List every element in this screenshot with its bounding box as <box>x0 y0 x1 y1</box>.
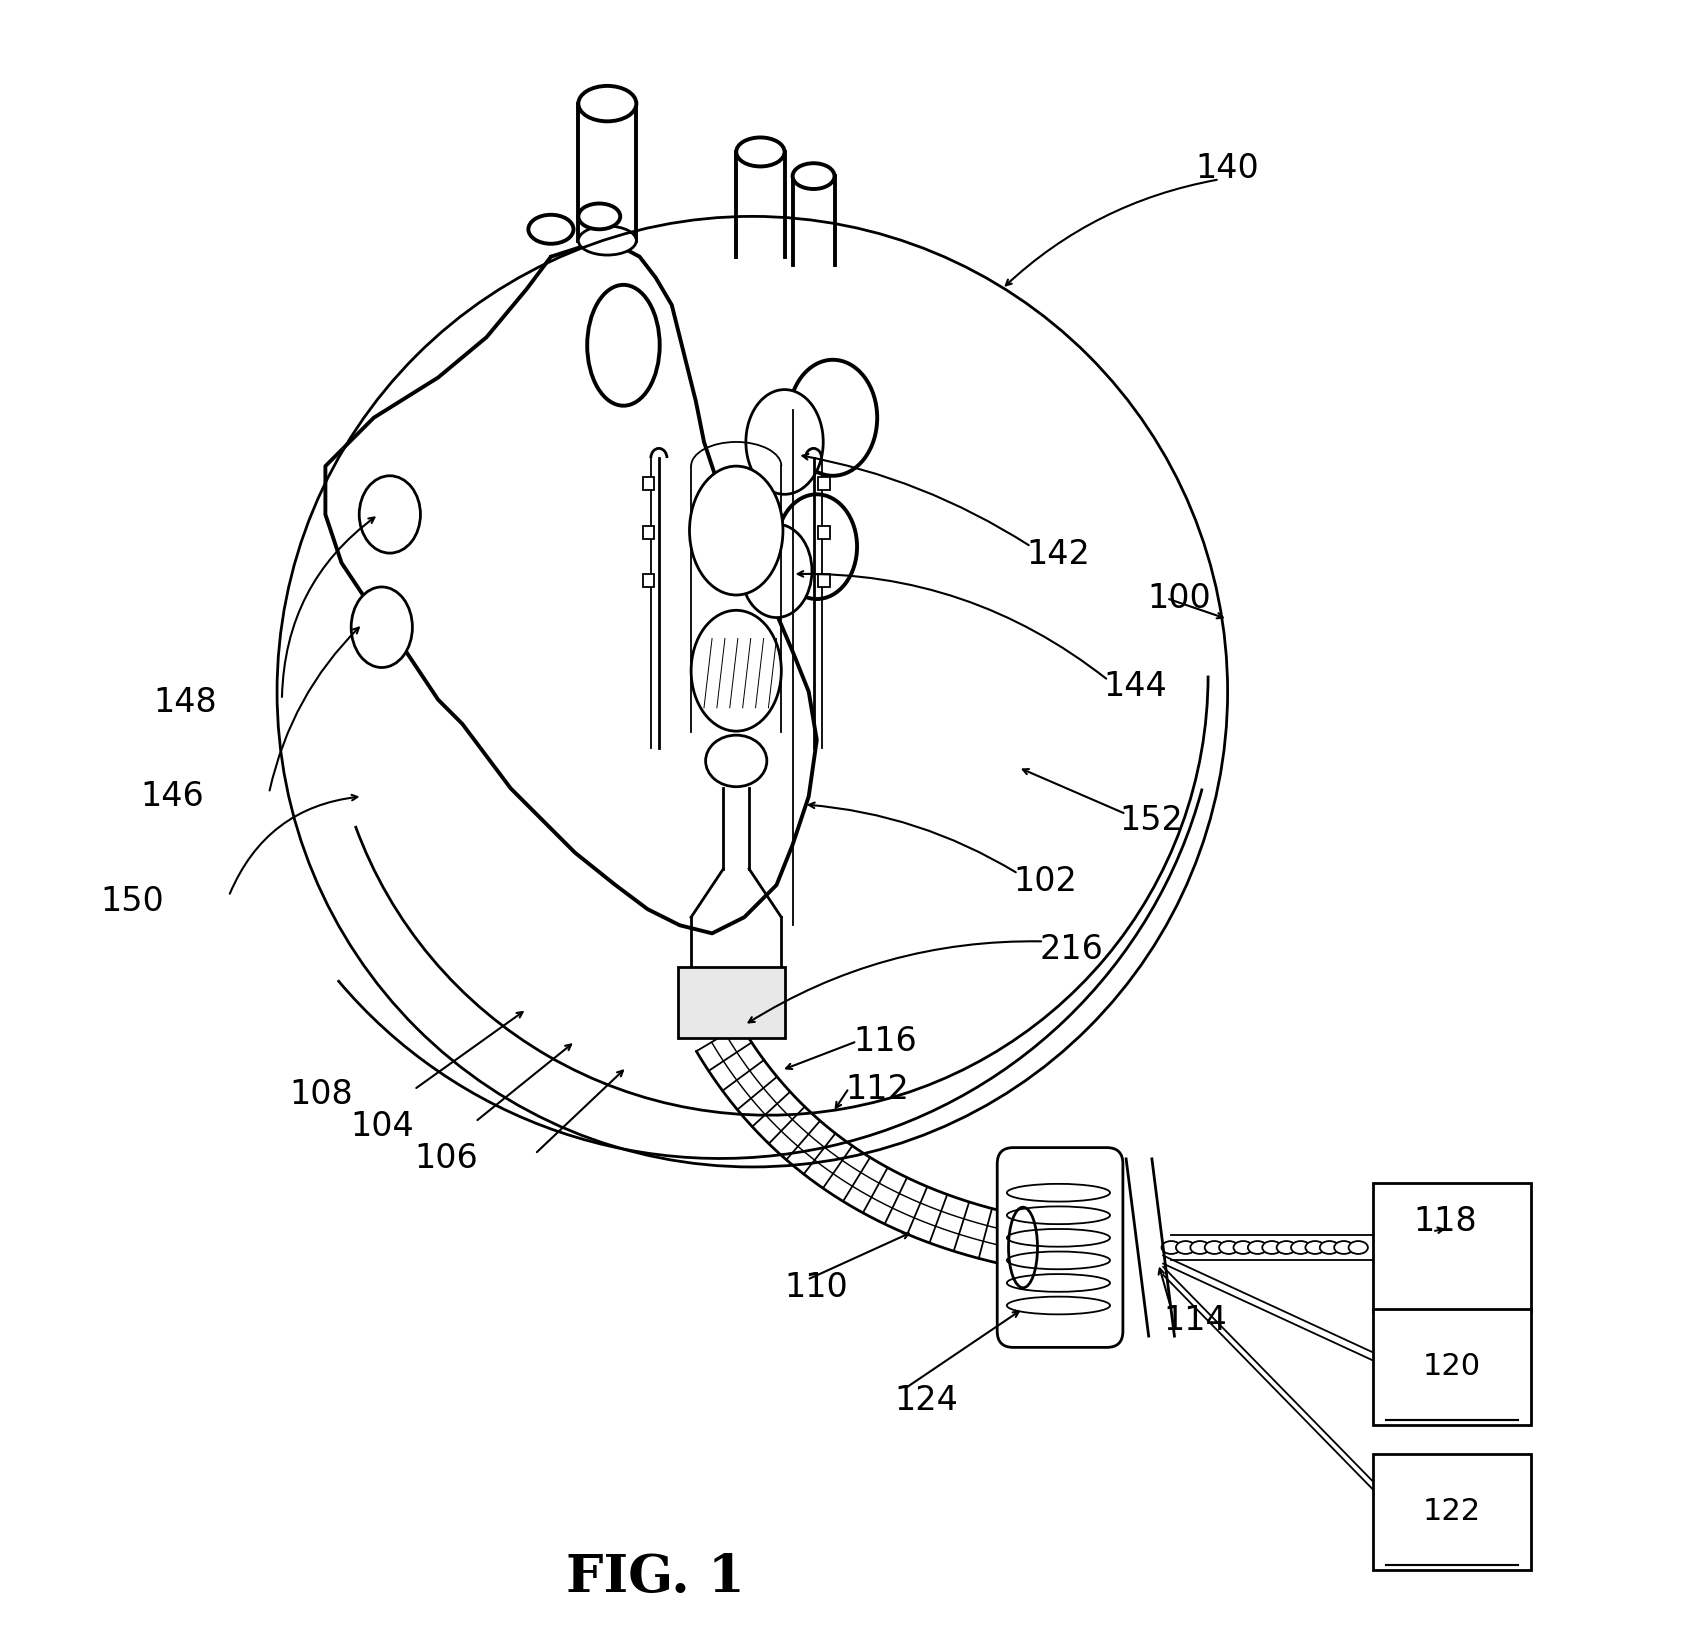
Text: 110: 110 <box>784 1271 849 1305</box>
FancyBboxPatch shape <box>997 1147 1122 1347</box>
Ellipse shape <box>1233 1242 1253 1254</box>
Text: 100: 100 <box>1148 582 1211 614</box>
Text: 104: 104 <box>350 1110 414 1142</box>
Ellipse shape <box>691 611 781 731</box>
Ellipse shape <box>1161 1242 1180 1254</box>
Ellipse shape <box>1248 1242 1267 1254</box>
Text: 216: 216 <box>1039 933 1104 965</box>
Ellipse shape <box>1190 1242 1209 1254</box>
Ellipse shape <box>745 390 824 494</box>
Bar <box>644 574 654 587</box>
Ellipse shape <box>588 284 661 406</box>
Ellipse shape <box>1348 1242 1369 1254</box>
Text: 116: 116 <box>854 1025 917 1058</box>
Bar <box>1372 1308 1530 1425</box>
Ellipse shape <box>579 203 620 229</box>
Bar <box>644 526 654 538</box>
Text: 144: 144 <box>1104 671 1167 704</box>
Ellipse shape <box>579 226 637 255</box>
Ellipse shape <box>740 525 812 618</box>
Text: 148: 148 <box>155 686 217 720</box>
Text: 124: 124 <box>895 1384 958 1417</box>
FancyBboxPatch shape <box>678 967 784 1038</box>
Ellipse shape <box>1262 1242 1282 1254</box>
Ellipse shape <box>1219 1242 1238 1254</box>
Ellipse shape <box>579 86 637 122</box>
Text: FIG. 1: FIG. 1 <box>567 1552 745 1604</box>
Ellipse shape <box>706 734 767 786</box>
Ellipse shape <box>351 587 413 668</box>
Bar <box>1372 1454 1530 1570</box>
Ellipse shape <box>737 138 784 166</box>
Text: 102: 102 <box>1014 864 1077 899</box>
Text: 120: 120 <box>1423 1352 1481 1381</box>
Bar <box>818 574 830 587</box>
Ellipse shape <box>788 359 878 476</box>
Text: 106: 106 <box>414 1142 479 1175</box>
Bar <box>644 478 654 491</box>
Bar <box>1372 1183 1530 1311</box>
Text: 108: 108 <box>289 1077 353 1112</box>
Bar <box>818 526 830 538</box>
Text: 150: 150 <box>100 884 165 918</box>
Text: 146: 146 <box>141 780 204 812</box>
Text: 112: 112 <box>846 1072 910 1107</box>
Ellipse shape <box>360 476 421 553</box>
Ellipse shape <box>1204 1242 1224 1254</box>
Text: 114: 114 <box>1163 1303 1228 1336</box>
Ellipse shape <box>1306 1242 1324 1254</box>
Ellipse shape <box>1277 1242 1296 1254</box>
Text: 142: 142 <box>1026 538 1090 572</box>
Ellipse shape <box>689 466 783 595</box>
Ellipse shape <box>1290 1242 1311 1254</box>
Text: 140: 140 <box>1195 151 1260 185</box>
Bar <box>818 478 830 491</box>
Text: 152: 152 <box>1119 804 1184 837</box>
Ellipse shape <box>1335 1242 1353 1254</box>
Text: 122: 122 <box>1423 1497 1481 1526</box>
Ellipse shape <box>1177 1242 1195 1254</box>
Ellipse shape <box>776 494 857 600</box>
Text: 118: 118 <box>1413 1206 1477 1238</box>
Ellipse shape <box>528 214 574 244</box>
Ellipse shape <box>793 162 834 188</box>
Ellipse shape <box>1319 1242 1340 1254</box>
